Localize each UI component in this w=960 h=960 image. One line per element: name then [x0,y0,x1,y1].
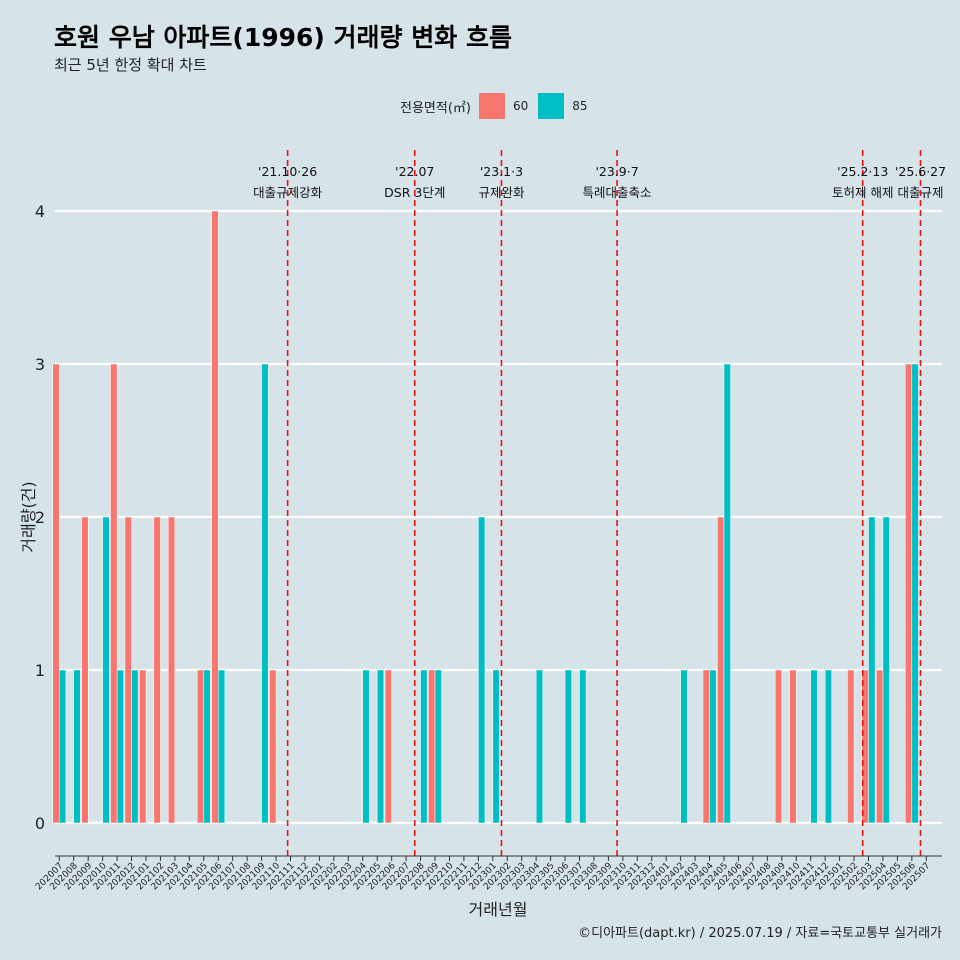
bar-60-202209 [428,669,436,824]
legend-swatch-60 [478,93,505,119]
bar-85-202012 [131,669,139,824]
bar-60-202103 [168,516,176,824]
bar-60-202106 [211,210,219,824]
bar-85-202011 [116,669,124,824]
bar-60-202007 [52,363,60,824]
bar-60-202110 [269,669,277,824]
event-date-label: '22.07 [395,164,434,179]
bar-60-202206 [384,669,392,824]
event-text-label: DSR 3단계 [384,185,445,200]
bar-60-202011 [110,363,118,824]
event-date-label: '23.9·7 [595,164,638,179]
bar-85-202307 [579,669,587,824]
x-axis: 2020072020082020092020102020112020122021… [34,855,942,892]
y-axis: 0 1 2 3 4 [35,202,45,833]
bar-85-202301 [492,669,500,824]
bar-60-202410 [789,669,797,824]
bar-60-202409 [774,669,783,824]
bar-85-202304 [535,669,544,824]
chart-title: 호원 우남 아파트(1996) 거래량 변화 흐름 [54,23,512,52]
y-tick-label: 2 [35,508,45,527]
bar-85-202109 [261,363,269,824]
bar-60-202012 [124,516,132,824]
bar-85-202008 [73,669,81,824]
event-text-label: 규제완화 [478,185,525,200]
bar-85-202106 [218,669,226,824]
bar-85-202010 [102,516,110,824]
legend-label-85: 85 [572,99,588,113]
bar-85-202412 [824,669,833,824]
bar-60-202506 [905,363,913,824]
bar-60-202404 [702,669,710,824]
event-date-label: '25.6·27 [895,164,946,179]
bar-60-202502 [847,669,855,824]
bar-85-202404 [709,669,717,824]
y-tick-label: 3 [35,355,45,374]
bar-85-202405 [723,363,731,824]
bar-60-202504 [876,669,884,824]
event-markers: '21.10·26 대출규제강화 '22.07 DSR 3단계 '23.1·3 규제완화 '… [253,150,946,858]
event-text-label: 토허제 해제 [832,185,893,200]
legend-swatch-85 [538,93,565,119]
bar-60-202105 [196,669,205,824]
legend-label-60: 60 [512,99,529,113]
y-tick-label: 1 [35,661,45,680]
bar-85-202205 [376,669,385,824]
bar-85-202306 [564,669,572,824]
bar-85-202503 [868,516,876,824]
event-text-label: 대출규제 [898,185,944,200]
bar-60-202405 [717,516,725,824]
bars [52,210,919,824]
event-text-label: 특례대출축소 [583,185,652,200]
legend: 전용면적(㎡) 60 85 [400,93,598,119]
bar-60-202101 [139,669,147,824]
event-text-label: 대출규제강화 [253,185,323,200]
bar-85-202209 [434,669,442,824]
bar-85-202402 [680,669,688,824]
bar-85-202204 [362,669,370,824]
legend-title: 전용면적(㎡) [400,100,471,116]
bar-85-202105 [203,669,211,824]
bar-85-202506 [911,363,919,824]
x-axis-label: 거래년월 [469,900,528,919]
event-date-label: '21.10·26 [258,164,317,179]
bar-85-202208 [420,669,428,824]
y-tick-label: 0 [35,814,45,833]
event-date-label: '23.1·3 [480,164,523,179]
y-tick-label: 4 [35,202,45,221]
bar-60-202009 [81,516,89,824]
chart-subtitle: 최근 5년 한정 확대 차트 [54,56,207,74]
bar-85-202504 [882,516,890,824]
bar-85-202007 [59,669,67,824]
y-axis-label: 거래량(건) [19,481,38,552]
caption: ©디아파트(dapt.kr) / 2025.07.19 / 자료=국토교통부 실… [578,926,942,941]
bar-85-202212 [478,516,486,824]
event-date-label: '25.2·13 [837,164,888,179]
bar-85-202411 [810,669,818,824]
bar-60-202102 [153,516,161,824]
